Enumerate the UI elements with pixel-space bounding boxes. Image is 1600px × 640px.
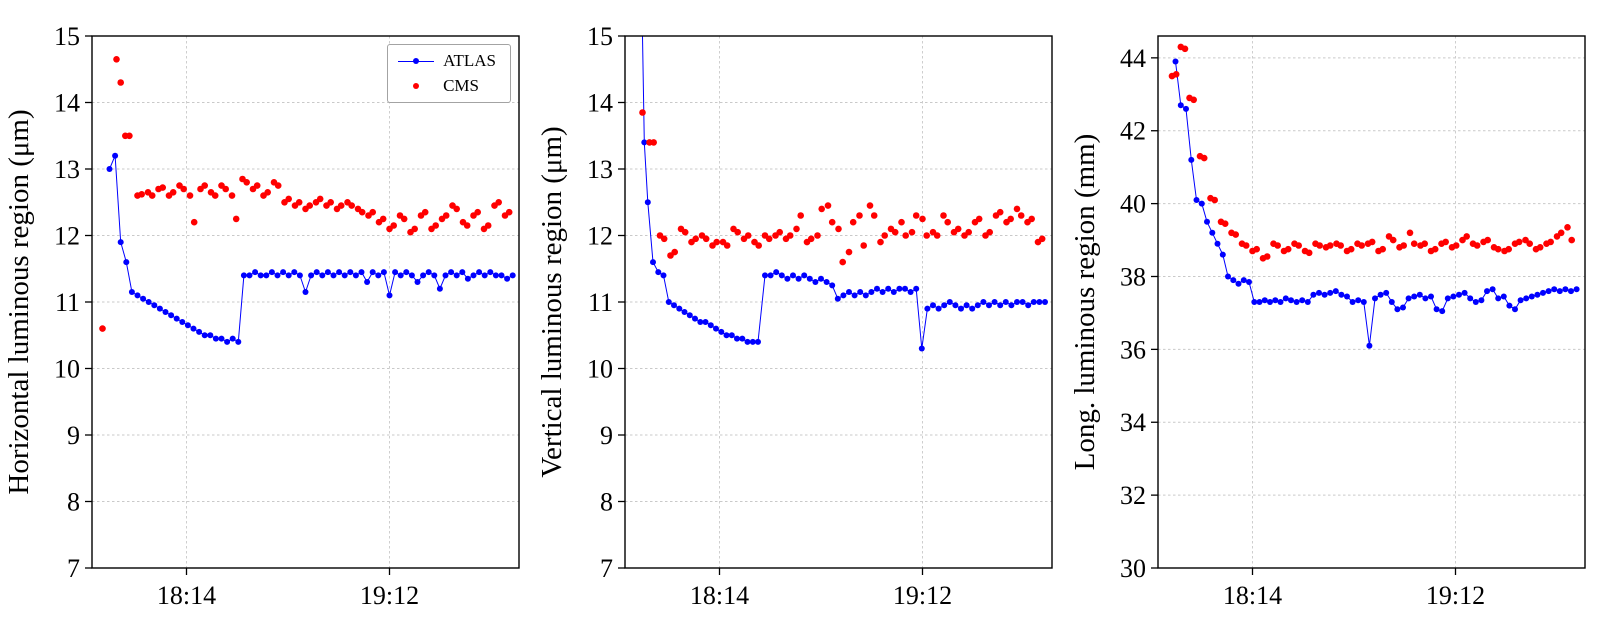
svg-text:9: 9 (600, 421, 613, 450)
longitudinal-luminous-region-chart: 30 32 34 36 38 40 42 44 18:14 19:12 Long. luminous… (1069, 35, 1586, 610)
svg-text:12: 12 (54, 222, 80, 251)
svg-text:40: 40 (1120, 190, 1146, 219)
svg-text:44: 44 (1120, 44, 1146, 73)
svg-text:13: 13 (54, 155, 80, 184)
svg-text:9: 9 (67, 421, 80, 450)
svg-text:34: 34 (1120, 408, 1146, 437)
svg-text:19:12: 19:12 (893, 581, 952, 610)
legend-label-cms: CMS (443, 76, 480, 95)
svg-text:15: 15 (587, 22, 613, 51)
svg-text:Vertical luminous region (μm): Vertical luminous region (μm) (536, 126, 568, 477)
svg-text:10: 10 (587, 355, 613, 384)
svg-text:42: 42 (1120, 117, 1146, 146)
svg-text:38: 38 (1120, 262, 1146, 291)
svg-text:12: 12 (587, 222, 613, 251)
svg-text:19:12: 19:12 (360, 581, 419, 610)
vertical-luminous-region-chart: 7 8 9 10 11 12 13 14 15 18:14 19:12 Vertical lumino… (536, 22, 1053, 610)
svg-text:Long. luminous region (mm): Long. luminous region (mm) (1069, 134, 1101, 471)
svg-text:13: 13 (587, 155, 613, 184)
legend: ATLAS CMS (387, 44, 511, 103)
svg-text:18:14: 18:14 (157, 581, 216, 610)
svg-text:10: 10 (54, 355, 80, 384)
chart-panel-vertical: 7 8 9 10 11 12 13 14 15 18:14 19:12 Vertical lumino… (533, 0, 1066, 640)
svg-text:30: 30 (1120, 554, 1146, 583)
svg-text:14: 14 (587, 89, 613, 118)
legend-entry-cms: CMS (398, 76, 496, 96)
svg-text:11: 11 (55, 288, 80, 317)
svg-text:11: 11 (588, 288, 613, 317)
chart-panel-horizontal: 7 8 9 10 11 12 13 14 15 18:14 19:12 Horizontal lumi… (0, 0, 533, 640)
legend-label-atlas: ATLAS (443, 51, 496, 70)
cms-dot-icon (398, 81, 434, 91)
svg-text:14: 14 (54, 89, 80, 118)
svg-text:19:12: 19:12 (1426, 581, 1485, 610)
legend-entry-atlas: ATLAS (398, 51, 496, 71)
svg-text:36: 36 (1120, 335, 1146, 364)
svg-text:15: 15 (54, 22, 80, 51)
chart-panel-longitudinal: 30 32 34 36 38 40 42 44 18:14 19:12 Long. luminous… (1066, 0, 1599, 640)
svg-text:Horizontal luminous region (μm: Horizontal luminous region (μm) (3, 109, 35, 494)
svg-text:32: 32 (1120, 481, 1146, 510)
svg-text:18:14: 18:14 (1223, 581, 1282, 610)
svg-text:8: 8 (67, 488, 80, 517)
svg-text:7: 7 (67, 554, 80, 583)
svg-text:8: 8 (600, 488, 613, 517)
atlas-line-dot-icon (398, 56, 435, 66)
svg-text:7: 7 (600, 554, 613, 583)
svg-text:18:14: 18:14 (690, 581, 749, 610)
